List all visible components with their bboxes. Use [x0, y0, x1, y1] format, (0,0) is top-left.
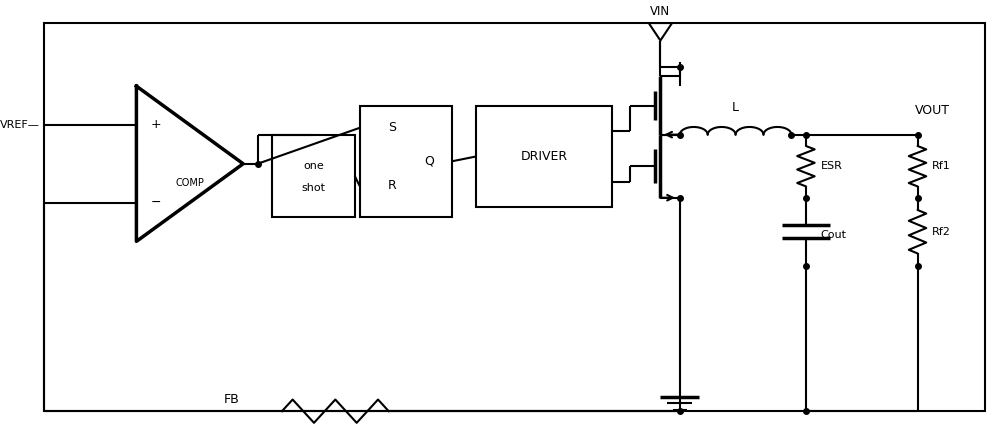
Bar [476, 105, 612, 207]
Text: VOUT: VOUT [915, 104, 950, 117]
Bar [272, 135, 355, 217]
Text: Rf1: Rf1 [932, 161, 951, 171]
Text: Cout: Cout [820, 230, 846, 240]
Bar [360, 105, 452, 217]
Text: shot: shot [301, 183, 325, 193]
Text: one: one [303, 161, 324, 171]
Text: VREF—: VREF— [0, 120, 39, 130]
Text: R: R [387, 179, 396, 192]
Text: ESR: ESR [820, 161, 842, 171]
Polygon shape [649, 23, 672, 40]
Text: VIN: VIN [650, 5, 670, 18]
Text: S: S [388, 122, 396, 135]
Text: FB: FB [224, 393, 239, 406]
Text: COMP: COMP [175, 178, 204, 188]
Text: −: − [151, 196, 161, 209]
Text: +: + [151, 118, 162, 132]
Text: Rf2: Rf2 [932, 227, 951, 237]
Text: DRIVER: DRIVER [520, 150, 568, 163]
Text: Q: Q [424, 155, 434, 168]
Text: L: L [732, 101, 739, 114]
